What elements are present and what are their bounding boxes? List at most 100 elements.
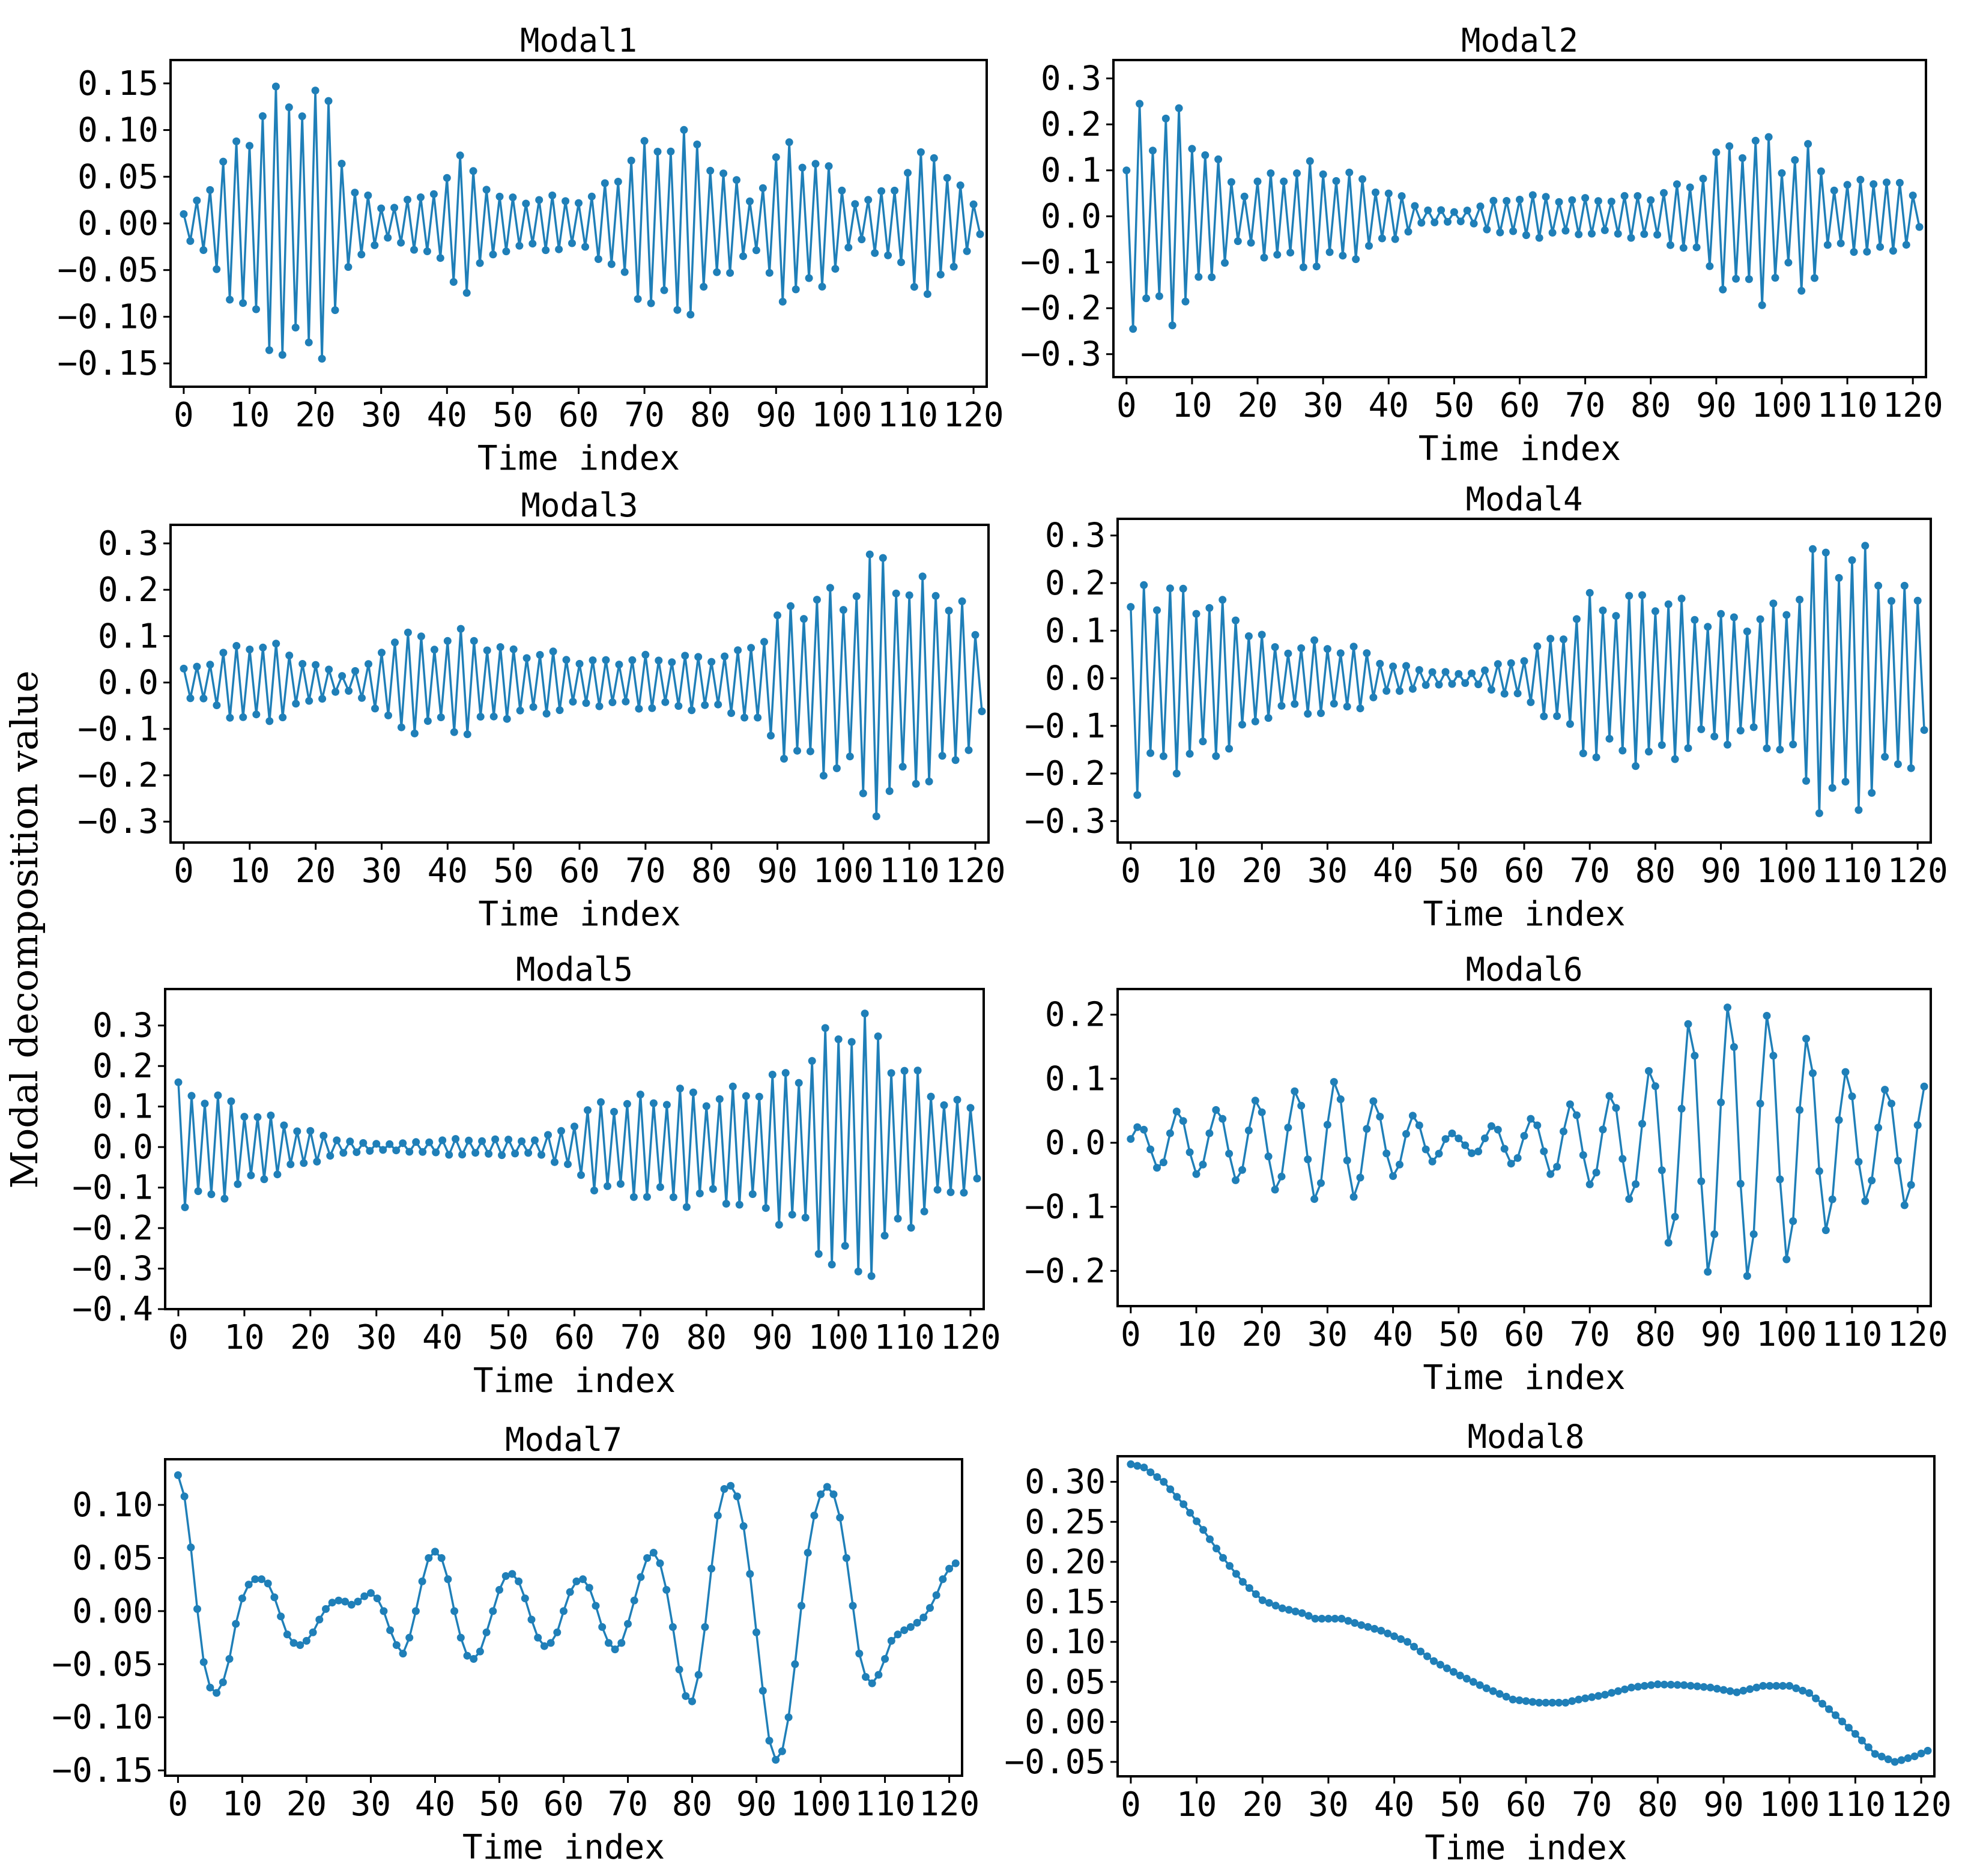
data-point xyxy=(643,1554,652,1562)
data-point xyxy=(1232,616,1240,625)
data-point xyxy=(795,1079,803,1087)
data-point xyxy=(1431,218,1439,226)
data-point xyxy=(1660,1680,1668,1689)
x-axis-label: Time index xyxy=(1423,895,1625,934)
data-point xyxy=(1428,1157,1437,1166)
data-point xyxy=(1417,1647,1425,1656)
data-point xyxy=(1857,1736,1866,1744)
data-point xyxy=(240,1113,249,1121)
data-point xyxy=(265,346,273,354)
data-point xyxy=(1456,1671,1464,1680)
data-point xyxy=(1891,1758,1899,1766)
subplot-title: Modal1 xyxy=(520,22,637,59)
data-point xyxy=(1533,642,1542,650)
data-point xyxy=(1863,247,1871,256)
data-point xyxy=(1160,1478,1168,1486)
data-point xyxy=(1345,168,1354,177)
y-tick-label: 0.05 xyxy=(72,1539,153,1578)
data-point xyxy=(1219,1554,1227,1562)
y-tick-label: −0.3 xyxy=(1020,335,1101,374)
x-axis-label: Time index xyxy=(1418,429,1621,468)
data-point xyxy=(232,137,241,145)
y-tick-label: −0.1 xyxy=(1025,707,1106,746)
data-point xyxy=(832,764,841,772)
data-point xyxy=(1812,1694,1820,1702)
data-point xyxy=(425,1554,433,1562)
data-point xyxy=(1804,140,1812,148)
data-point xyxy=(180,1492,189,1501)
data-point xyxy=(397,238,405,247)
data-point xyxy=(629,1193,638,1201)
data-point xyxy=(436,254,444,262)
data-point xyxy=(372,1140,381,1148)
data-point xyxy=(740,713,749,722)
y-tick-label: 0.0 xyxy=(1045,1124,1106,1163)
data-point xyxy=(1369,1097,1378,1106)
data-point xyxy=(1758,301,1766,309)
data-point xyxy=(963,247,971,255)
x-tick-label: 90 xyxy=(736,1785,777,1824)
data-point xyxy=(1743,1272,1751,1280)
data-point xyxy=(1212,1106,1220,1114)
data-point xyxy=(358,694,366,702)
data-point xyxy=(1332,177,1340,185)
x-tick-label: 70 xyxy=(1569,1315,1609,1354)
subplot-3: Modal3 Time index 0 10 20 30 40 50 60 70 80 90 100 11… xyxy=(77,486,1005,934)
data-point xyxy=(1133,1462,1142,1470)
data-point xyxy=(897,258,905,267)
data-point xyxy=(1585,589,1594,597)
data-point xyxy=(226,295,234,304)
plot-frame xyxy=(164,1458,963,1777)
data-point xyxy=(1835,573,1843,582)
data-point xyxy=(584,1106,592,1115)
y-tick-label: −0.05 xyxy=(52,1645,153,1684)
x-tick-label: 40 xyxy=(1374,1785,1414,1824)
data-point xyxy=(1686,1681,1695,1690)
data-point xyxy=(1889,247,1897,255)
data-point xyxy=(905,591,913,599)
data-point xyxy=(1520,1132,1528,1140)
data-point xyxy=(1304,1612,1313,1620)
data-point xyxy=(1389,1172,1397,1180)
data-point xyxy=(193,196,201,205)
data-point xyxy=(1647,1681,1655,1689)
data-point xyxy=(1462,1674,1471,1683)
data-point xyxy=(614,178,622,186)
data-point xyxy=(1317,709,1325,718)
data-point xyxy=(1854,1158,1863,1166)
data-point xyxy=(213,1689,221,1697)
x-tick-label: 60 xyxy=(1504,852,1544,891)
data-point xyxy=(1415,666,1423,674)
data-point xyxy=(592,1602,600,1610)
data-point xyxy=(1546,1170,1555,1178)
data-point xyxy=(761,1204,770,1212)
data-point xyxy=(1627,1683,1635,1692)
x-tick-label: 40 xyxy=(1373,1315,1413,1354)
data-point xyxy=(1365,241,1373,250)
data-point xyxy=(1212,752,1220,760)
data-point xyxy=(1166,584,1174,593)
data-point xyxy=(727,709,736,717)
data-point xyxy=(521,1594,529,1603)
data-point xyxy=(1614,1687,1622,1695)
data-point xyxy=(660,286,668,294)
data-point xyxy=(1700,1683,1708,1691)
x-tick-label: 90 xyxy=(756,396,796,435)
data-point xyxy=(1382,687,1391,695)
data-point xyxy=(1271,1602,1280,1610)
data-point xyxy=(437,713,445,721)
data-point xyxy=(1870,180,1878,189)
data-point xyxy=(1238,1578,1247,1586)
data-point xyxy=(551,1158,559,1166)
data-point xyxy=(1835,1116,1843,1124)
data-point xyxy=(1763,744,1771,752)
data-point xyxy=(1271,643,1279,651)
y-tick-label: 0.0 xyxy=(92,1128,153,1167)
data-point xyxy=(1612,612,1620,620)
data-point xyxy=(1336,649,1345,658)
data-point xyxy=(1802,776,1810,785)
data-point xyxy=(1736,1179,1745,1188)
data-point xyxy=(1763,1012,1771,1020)
data-point xyxy=(640,137,649,145)
data-point xyxy=(1349,1193,1358,1201)
